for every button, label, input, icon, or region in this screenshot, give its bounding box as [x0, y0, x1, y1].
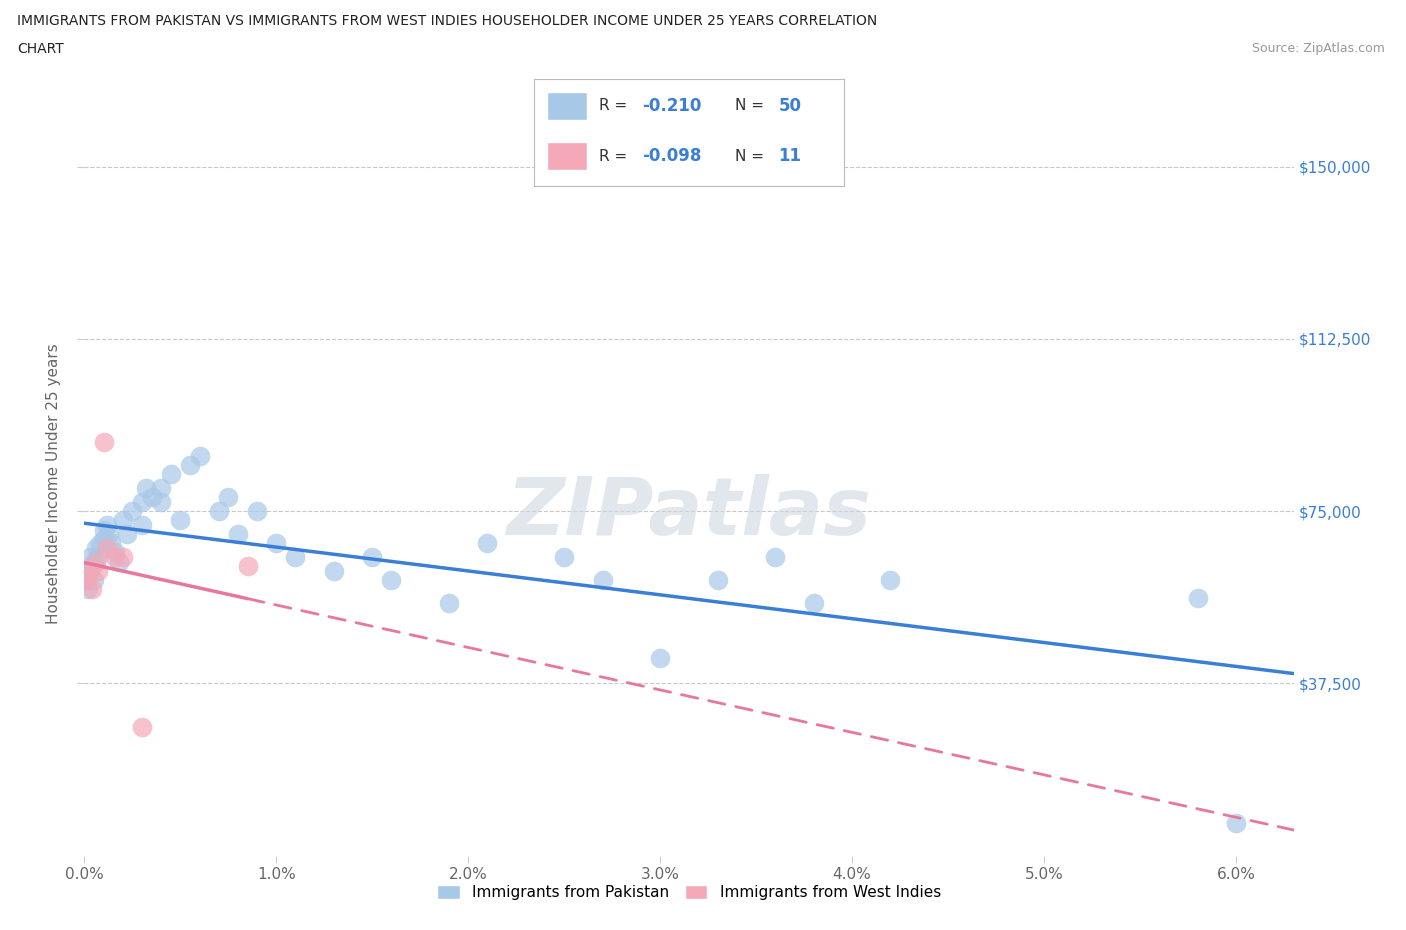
Point [763, 550, 786, 565]
Point [131, 495, 153, 510]
Point [115, 526, 138, 541]
Text: CHART: CHART [17, 42, 63, 56]
Point [87, 550, 110, 565]
Point [77, 564, 100, 578]
Legend: Immigrants from Pakistan, Immigrants from West Indies: Immigrants from Pakistan, Immigrants fro… [437, 885, 941, 900]
Point [83, 573, 105, 588]
Point [131, 720, 153, 735]
Bar [547, 142, 586, 170]
Point [188, 448, 211, 463]
Text: Source: ZipAtlas.com: Source: ZipAtlas.com [1251, 42, 1385, 55]
Point [361, 550, 384, 565]
Point [84, 554, 107, 569]
Text: -0.210: -0.210 [643, 97, 702, 114]
Point [131, 517, 153, 532]
Text: R =: R = [599, 99, 633, 113]
Text: 50: 50 [779, 97, 801, 114]
Point [104, 550, 127, 565]
Text: N =: N = [735, 149, 769, 164]
Point [803, 595, 825, 610]
Text: IMMIGRANTS FROM PAKISTAN VS IMMIGRANTS FROM WEST INDIES HOUSEHOLDER INCOME UNDER: IMMIGRANTS FROM PAKISTAN VS IMMIGRANTS F… [17, 14, 877, 28]
Bar [547, 92, 586, 120]
Point [179, 458, 201, 472]
Point [100, 536, 122, 551]
Text: 11: 11 [779, 147, 801, 165]
Point [79, 550, 101, 565]
Point [706, 573, 728, 588]
Point [75, 573, 97, 588]
Point [150, 481, 173, 496]
Point [83, 554, 105, 569]
Point [89, 536, 111, 551]
Point [592, 573, 614, 588]
Point [93, 435, 115, 450]
Point [477, 536, 499, 551]
Point [208, 504, 231, 519]
Point [84, 540, 107, 555]
Point [553, 550, 575, 565]
Point [80, 582, 103, 597]
Point [650, 651, 672, 666]
Point [79, 564, 101, 578]
Text: ZIPatlas: ZIPatlas [506, 474, 872, 552]
Point [246, 504, 269, 519]
Point [141, 490, 163, 505]
Text: R =: R = [599, 149, 633, 164]
Point [96, 540, 118, 555]
Text: -0.098: -0.098 [643, 147, 702, 165]
Point [1187, 591, 1209, 605]
Point [80, 559, 103, 574]
Point [322, 564, 344, 578]
Point [104, 545, 127, 560]
Point [226, 526, 249, 541]
Point [93, 522, 115, 537]
Point [236, 559, 259, 574]
Point [111, 550, 134, 565]
Point [284, 550, 307, 565]
Point [111, 513, 134, 528]
Point [150, 495, 173, 510]
Point [93, 531, 115, 546]
Point [879, 573, 901, 588]
Point [159, 467, 181, 482]
Point [380, 573, 402, 588]
Point [1225, 816, 1247, 830]
Point [75, 573, 97, 588]
Point [169, 513, 191, 528]
Point [108, 554, 131, 569]
Point [96, 517, 118, 532]
Point [135, 481, 157, 496]
Y-axis label: Householder Income Under 25 years: Householder Income Under 25 years [46, 343, 62, 624]
Point [87, 564, 110, 578]
Point [266, 536, 288, 551]
Point [98, 526, 121, 541]
Text: N =: N = [735, 99, 769, 113]
Point [121, 504, 143, 519]
Point [437, 595, 460, 610]
Point [217, 490, 239, 505]
Point [77, 582, 100, 597]
